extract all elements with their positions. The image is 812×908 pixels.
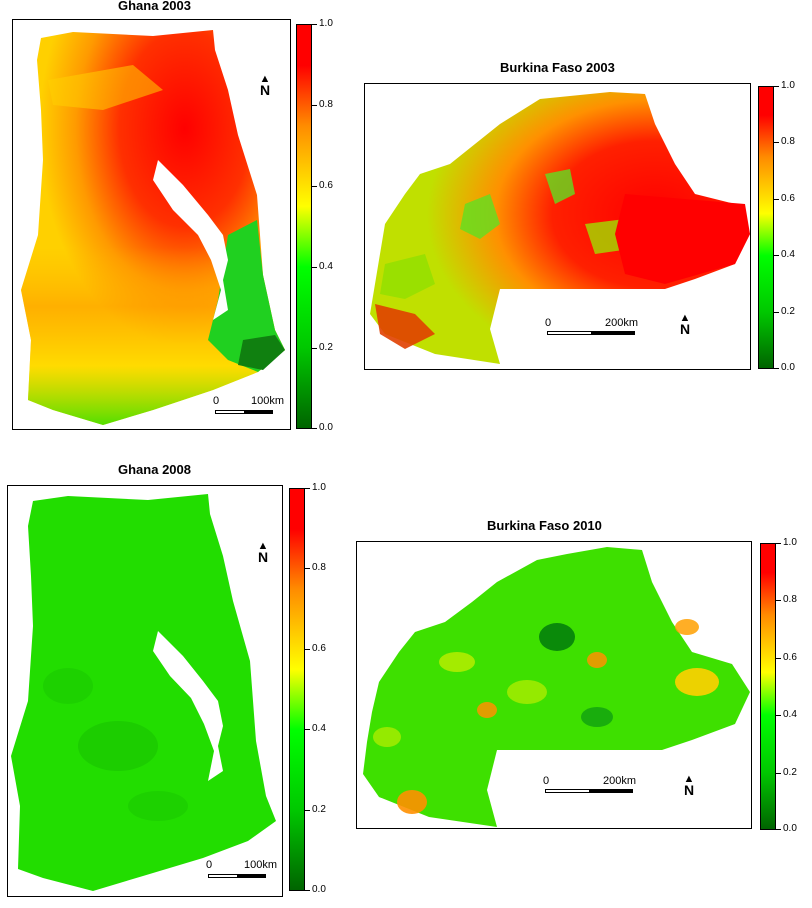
- map-frame-ghana-2008: ▲ N 0 100km: [7, 485, 283, 897]
- north-arrow-ghana-2003: ▲ N: [259, 73, 271, 98]
- panel-title-burkina-2003: Burkina Faso 2003: [500, 60, 615, 75]
- legend-colorbar-ghana-2003: [296, 24, 312, 429]
- scale-bar-burkina-2010: 0 200km: [543, 775, 643, 800]
- panel-title-ghana-2003: Ghana 2003: [118, 0, 191, 13]
- scale-bar-burkina-2003: 0 200km: [545, 317, 645, 342]
- legend-colorbar-burkina-2003: [758, 86, 774, 369]
- scale-bar-ghana-2003: 0 100km: [213, 395, 284, 420]
- burkina-2003-map: [370, 92, 750, 364]
- ghana-2003-map: [21, 30, 285, 425]
- map-frame-ghana-2003: ▲ N 0 100km: [12, 19, 291, 430]
- burkina-2010-shape: [363, 547, 750, 827]
- scale-bar-ghana-2008: 0 100km: [206, 859, 277, 884]
- ghana-2008-map: [11, 494, 276, 891]
- north-arrow-burkina-2010: ▲ N: [683, 773, 695, 798]
- panel-title-burkina-2010: Burkina Faso 2010: [487, 518, 602, 533]
- burkina-2003-shape: [370, 92, 750, 364]
- north-arrow-ghana-2008: ▲ N: [257, 540, 269, 565]
- ghana-2008-shape: [11, 494, 276, 891]
- burkina-2010-map: [363, 547, 750, 827]
- map-frame-burkina-2003: 0 200km ▲ N: [364, 83, 751, 370]
- map-frame-burkina-2010: 0 200km ▲ N: [356, 541, 752, 829]
- north-arrow-burkina-2003: ▲ N: [679, 312, 691, 337]
- legend-colorbar-burkina-2010: [760, 543, 776, 830]
- panel-title-ghana-2008: Ghana 2008: [118, 462, 191, 477]
- legend-colorbar-ghana-2008: [289, 488, 305, 891]
